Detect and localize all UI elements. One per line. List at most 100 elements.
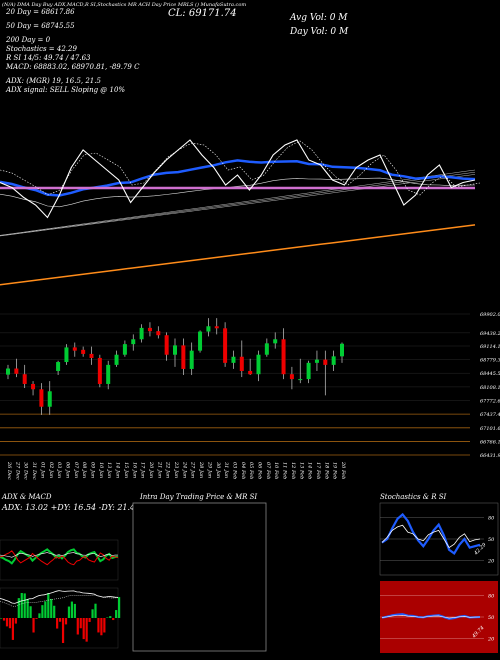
date-axis-label: 28 Jan bbox=[198, 461, 204, 478]
date-axis-label: 27 Jan bbox=[190, 461, 196, 478]
intraday-panel-frame bbox=[132, 502, 267, 652]
moving-average-lines bbox=[0, 159, 476, 286]
price-axis-label: 69902.0 bbox=[480, 312, 500, 318]
candle-body bbox=[264, 343, 269, 355]
price-axis-label: 68779.34 bbox=[480, 358, 500, 364]
macd-histogram-bar bbox=[91, 609, 94, 618]
ema200-label: 200 Day = 0 bbox=[6, 36, 51, 44]
date-axis-label: 08 Jan bbox=[81, 462, 87, 478]
date-axis-label: 27 Dec bbox=[14, 461, 20, 480]
date-axis-label: 31 Jan bbox=[223, 462, 229, 478]
date-axis-label: 14 Feb bbox=[307, 462, 313, 479]
macd-histogram-bar bbox=[53, 605, 56, 618]
adx-panel-frame bbox=[0, 539, 119, 581]
rsi-overlay-line bbox=[0, 139, 476, 219]
candle-body bbox=[289, 374, 294, 380]
candle-body bbox=[72, 347, 77, 351]
date-axis-label: 13 Feb bbox=[298, 462, 304, 479]
date-axis-label: 16 Jan bbox=[131, 462, 137, 478]
macd-histogram-bar bbox=[97, 618, 100, 633]
candle-body bbox=[189, 350, 194, 369]
date-axis-label: 06 Jan bbox=[64, 462, 70, 478]
rsi-label: R SI 14/5: 49.74 / 47.63 bbox=[6, 54, 91, 62]
candle-body bbox=[56, 362, 61, 371]
rsi-level-label: 50 bbox=[488, 615, 495, 621]
candle-body bbox=[47, 391, 52, 407]
stochastic-level-label: 50 bbox=[488, 537, 495, 543]
intraday-panel-title: Intra Day Trading Price & MR SI bbox=[140, 493, 258, 501]
adx-label: ADX: (MGR) 19, 16.5, 21.5 bbox=[6, 77, 101, 85]
ema-50-line bbox=[0, 177, 476, 208]
macd-histogram-bar bbox=[67, 606, 71, 618]
stochastics-panel-title: Stochastics & R SI bbox=[380, 493, 447, 501]
date-axis-label: 15 Jan bbox=[123, 462, 129, 478]
stochastic-d-line bbox=[381, 524, 481, 549]
candle-body bbox=[89, 353, 94, 358]
long-ma-line bbox=[0, 174, 476, 237]
stochastic-level-label: 20 bbox=[487, 559, 495, 565]
macd-histogram-bar bbox=[35, 618, 38, 619]
candle-body bbox=[206, 326, 211, 332]
macd-histogram-bar bbox=[94, 603, 97, 618]
date-axis-label: 18 Feb bbox=[323, 462, 329, 479]
date-axis-label: 10 Jan bbox=[98, 462, 104, 478]
macd-histogram-bar bbox=[0, 618, 3, 619]
long-ma-line bbox=[0, 171, 476, 236]
macd-histogram-bar bbox=[29, 606, 32, 618]
date-axis-label: 10 Feb bbox=[273, 462, 279, 479]
stochastic-overlay-line bbox=[0, 140, 481, 196]
date-axis-label: 20 Jan bbox=[148, 461, 154, 478]
candle-body bbox=[64, 347, 69, 363]
price-axis-label: 67437.40 bbox=[480, 412, 500, 418]
rsi-level-label: 20 bbox=[487, 637, 495, 643]
main-price-chart: 69902.0 69438.20 69114.15 68779.34 68445.53 6… bbox=[0, 139, 500, 480]
date-axis-label: 30 Dec bbox=[23, 462, 29, 480]
candle-body bbox=[323, 359, 328, 365]
date-axis-label: 14 Jan bbox=[115, 462, 121, 478]
ema20-label: 20 Day = 68617.86 bbox=[6, 8, 75, 16]
date-axis-label: 17 Jan bbox=[140, 462, 146, 478]
macd-histogram-bar bbox=[17, 598, 20, 618]
macd-histogram-bar bbox=[88, 618, 91, 622]
ema-20-line bbox=[0, 159, 476, 197]
macd-histogram-bar bbox=[23, 593, 26, 618]
macd-histogram-bar bbox=[82, 618, 85, 640]
date-axis-label: 11 Feb bbox=[282, 462, 288, 479]
macd-histogram-bar bbox=[8, 618, 12, 629]
macd-histogram-bar bbox=[76, 618, 79, 635]
oscillator-lines bbox=[0, 139, 481, 219]
date-axis-label: 12 Feb bbox=[290, 462, 296, 479]
candle-body bbox=[122, 344, 127, 355]
price-axis-label: 69438.20 bbox=[480, 331, 500, 337]
macd-histogram-bar bbox=[79, 618, 82, 629]
macd-histogram-bar bbox=[50, 598, 53, 618]
date-axis-label: 29 Jan bbox=[206, 461, 212, 478]
candle-body bbox=[114, 354, 119, 365]
price-axis-label: 67772.61 bbox=[480, 399, 500, 405]
price-axis-labels: 69902.0 69438.20 69114.15 68779.34 68445.53 6… bbox=[480, 312, 500, 459]
date-axis-label: 30 Jan bbox=[215, 462, 221, 478]
candle-body bbox=[281, 339, 286, 375]
macd-histogram-bar bbox=[14, 618, 17, 624]
rsi-signal-line bbox=[381, 614, 481, 619]
candle-body bbox=[314, 359, 319, 363]
macd-panel bbox=[0, 590, 121, 643]
macd-histogram-bar bbox=[26, 599, 29, 618]
candle-body bbox=[31, 383, 36, 390]
date-axis-label: 03 Jan bbox=[56, 462, 62, 478]
macd-histogram-bar bbox=[59, 618, 62, 622]
macd-histogram-bar bbox=[2, 618, 6, 621]
plus-di-line bbox=[0, 548, 119, 565]
candle-body bbox=[273, 339, 278, 344]
candle-body bbox=[214, 326, 219, 329]
candle-body bbox=[164, 335, 169, 355]
candle-body bbox=[248, 370, 253, 375]
date-axis-label: 13 Jan bbox=[106, 462, 112, 478]
macd-histogram-bar bbox=[115, 610, 118, 618]
price-axis-label: 68108.12 bbox=[480, 385, 500, 391]
candle-body bbox=[131, 339, 136, 345]
candle-body bbox=[331, 356, 336, 365]
macd-histogram-bar bbox=[47, 593, 50, 618]
